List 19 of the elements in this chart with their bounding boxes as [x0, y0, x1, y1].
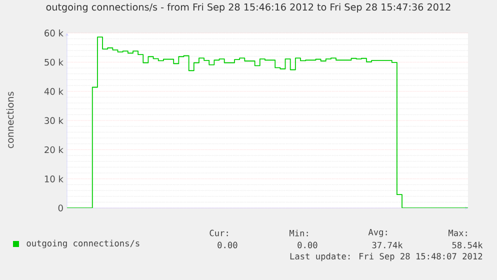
- text: 58.54k: [452, 242, 483, 248]
- y-axis-title: connections: [6, 92, 14, 148]
- chart-title: outgoing connections/s - from Fri Sep 28 15:46:16 2012 to Fri Sep 28 15:47:36 2012: [46, 3, 450, 12]
- y-tick-label: 40 k: [44, 88, 64, 95]
- y-tick-label: 20 k: [44, 146, 64, 154]
- y-tick-label: 10 k: [44, 175, 64, 182]
- text: 0.00: [218, 242, 238, 248]
- text: Max:: [448, 230, 467, 236]
- text: Avg:: [368, 228, 387, 238]
- y-tick-label: 50 k: [44, 58, 64, 66]
- legend-label: outgoing connections/s: [26, 240, 140, 248]
- y-tick-label: 30 k: [44, 117, 64, 124]
- text: Last update: Fri Sep 28 15:48:07 2012: [290, 252, 482, 262]
- text: Min:: [290, 230, 308, 236]
- y-tick-label: 0: [58, 204, 63, 212]
- text: Cur:: [210, 230, 228, 236]
- text: 0.00: [298, 242, 318, 248]
- text: 37.74k: [372, 242, 403, 248]
- y-tick-label: 60 k: [44, 30, 64, 36]
